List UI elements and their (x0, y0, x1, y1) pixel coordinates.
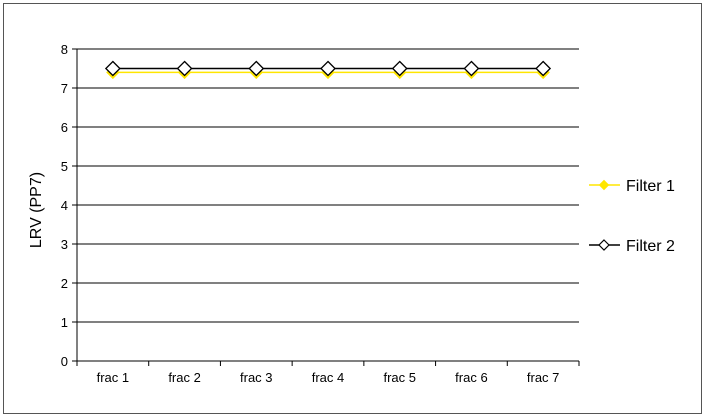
y-tick-label: 3 (61, 237, 68, 252)
series (104, 60, 552, 80)
legend-item-2: Filter 2 (589, 238, 675, 255)
y-tick-label: 8 (61, 42, 68, 57)
data-point (248, 60, 265, 77)
line-chart: 0 1 2 3 4 5 6 7 8 frac 1 frac 2 frac 3 frac 4 frac 5 f… (28, 42, 675, 385)
y-axis-label: LRV (PP7) (28, 172, 45, 248)
legend: Filter 1 Filter 2 (589, 178, 675, 255)
legend-label: Filter 2 (626, 238, 675, 255)
series-2 (104, 60, 552, 77)
axes: 0 1 2 3 4 5 6 7 8 frac 1 frac 2 frac 3 frac 4 frac 5 f… (61, 42, 580, 385)
data-point (104, 60, 121, 77)
data-point (320, 60, 336, 77)
x-tick-label: frac 4 (312, 370, 345, 385)
chart-frame: 0 1 2 3 4 5 6 7 8 frac 1 frac 2 frac 3 frac 4 frac 5 f… (3, 3, 702, 414)
data-point (391, 60, 408, 77)
data-point (176, 60, 193, 77)
legend-marker (598, 179, 610, 191)
legend-item-1: Filter 1 (589, 178, 675, 195)
x-tick-label: frac 1 (97, 370, 130, 385)
y-tick-label: 6 (61, 120, 68, 135)
legend-marker (598, 239, 610, 251)
y-tick-label: 5 (61, 159, 68, 174)
legend-label: Filter 1 (626, 178, 675, 195)
x-tick-label: frac 2 (168, 370, 201, 385)
y-tick-label: 0 (61, 354, 68, 369)
y-tick-label: 2 (61, 276, 68, 291)
data-point (535, 60, 552, 77)
x-tick-label: frac 3 (240, 370, 273, 385)
y-tick-label: 4 (61, 198, 68, 213)
gridlines (77, 48, 579, 323)
x-tick-label: frac 6 (455, 370, 488, 385)
y-tick-label: 7 (61, 81, 68, 96)
x-tick-label: frac 5 (383, 370, 416, 385)
x-tick-label: frac 7 (527, 370, 560, 385)
data-point (463, 60, 480, 77)
y-tick-label: 1 (61, 315, 68, 330)
